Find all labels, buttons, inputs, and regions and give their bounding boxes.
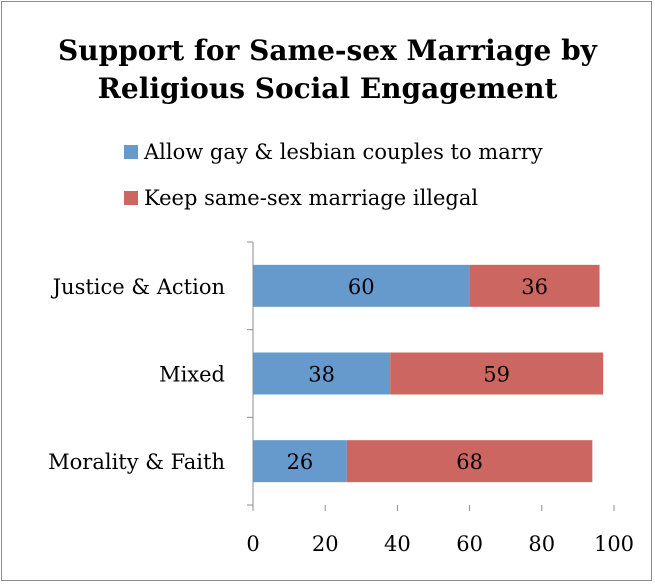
category-label-0: Justice & Action bbox=[51, 275, 225, 299]
bar-1-0 bbox=[253, 352, 391, 395]
category-label-2: Morality & Faith bbox=[48, 450, 225, 474]
bar-2-0 bbox=[253, 440, 347, 483]
bar-label-1-0: 38 bbox=[308, 363, 335, 387]
bar-label-1-1: 59 bbox=[483, 363, 510, 387]
x-tick-label-2: 40 bbox=[384, 532, 411, 556]
legend-label-allow: Allow gay & lesbian couples to marry bbox=[144, 140, 543, 164]
bar-label-0-0: 60 bbox=[348, 275, 375, 299]
chart-title-line-2: Religious Social Engagement bbox=[97, 72, 558, 105]
bar-0-0 bbox=[253, 264, 470, 307]
bar-2-1 bbox=[346, 440, 593, 483]
x-tick-label-5: 100 bbox=[594, 532, 634, 556]
x-tick-label-4: 80 bbox=[528, 532, 555, 556]
bar-label-2-0: 26 bbox=[287, 450, 314, 474]
legend-label-keep-illegal: Keep same-sex marriage illegal bbox=[144, 186, 479, 210]
x-tick-label-3: 60 bbox=[456, 532, 483, 556]
legend-swatch-allow bbox=[124, 144, 138, 159]
legend-item-allow: Allow gay & lesbian couples to marry bbox=[124, 138, 543, 166]
bar-label-2-1: 68 bbox=[456, 450, 483, 474]
legend-item-keep-illegal: Keep same-sex marriage illegal bbox=[124, 184, 543, 212]
chart-legend: Allow gay & lesbian couples to marry Kee… bbox=[124, 138, 543, 230]
x-tick-label-0: 0 bbox=[246, 532, 259, 556]
legend-swatch-keep-illegal bbox=[124, 190, 138, 205]
bar-label-0-1: 36 bbox=[521, 275, 548, 299]
category-label-1: Mixed bbox=[159, 363, 225, 387]
bar-1-1 bbox=[390, 352, 604, 395]
x-tick-label-1: 20 bbox=[312, 532, 339, 556]
chart-title: Support for Same-sex Marriage by Religio… bbox=[2, 32, 653, 108]
bar-0-1 bbox=[469, 264, 600, 307]
chart-title-line-1: Support for Same-sex Marriage by bbox=[58, 34, 597, 67]
